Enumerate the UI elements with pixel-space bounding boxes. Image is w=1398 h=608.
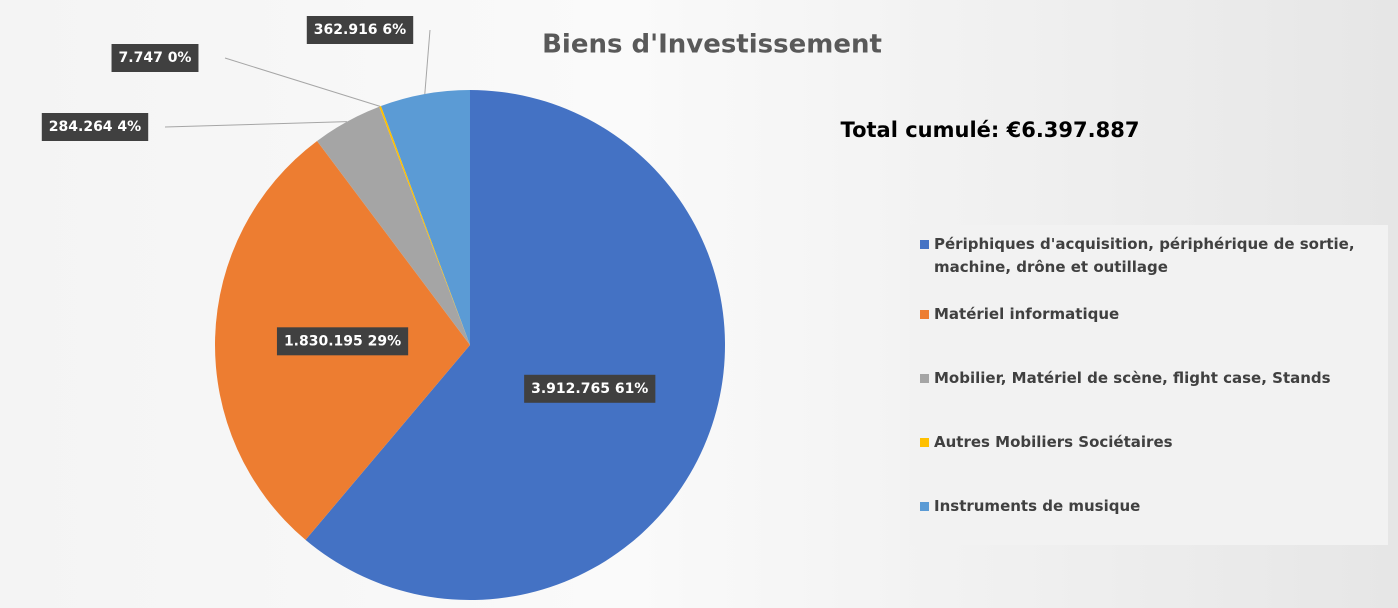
pie-slice — [317, 106, 470, 346]
legend-swatch — [920, 438, 929, 447]
legend-item: Autres Mobiliers Sociétaires — [920, 431, 1384, 495]
total-annotation: Total cumulé: €6.397.887 — [841, 118, 1140, 142]
data-label-text: 362.916 6% — [314, 22, 406, 38]
legend-label: Périphiques d'acquisition, périphérique … — [934, 235, 1355, 276]
legend-swatch — [920, 374, 929, 383]
legend-item: Instruments de musique — [920, 495, 1384, 559]
data-label: 1.830.195 29% — [276, 327, 409, 356]
data-label-text: 3.912.765 61% — [531, 381, 648, 397]
legend-item: Périphiques d'acquisition, périphérique … — [920, 233, 1384, 303]
data-label-box — [524, 374, 656, 403]
leader-line — [164, 121, 347, 128]
legend-item: Matériel informatique — [920, 303, 1384, 367]
legend-label: Instruments de musique — [934, 497, 1141, 515]
data-label-text: 1.830.195 29% — [284, 333, 401, 349]
data-label: 284.264 4% — [41, 113, 149, 141]
data-label: 7.747 0% — [111, 44, 199, 72]
legend: Périphiques d'acquisition, périphérique … — [910, 225, 1388, 545]
legend-item: Mobilier, Matériel de scène, flight case… — [920, 367, 1384, 431]
legend-swatch — [920, 310, 929, 319]
data-label-box — [111, 44, 199, 72]
data-label: 362.916 6% — [306, 16, 414, 44]
leader-line — [224, 57, 381, 107]
pie-slice — [381, 90, 470, 345]
data-label: 3.912.765 61% — [524, 374, 656, 403]
data-label-box — [41, 113, 149, 141]
data-label-box — [276, 327, 409, 356]
data-label-box — [306, 16, 414, 44]
pie-slice — [379, 106, 470, 345]
legend-swatch — [920, 502, 929, 511]
data-label-text: 7.747 0% — [119, 50, 192, 66]
chart-title: Biens d'Investissement — [542, 30, 882, 60]
leader-line — [424, 29, 431, 95]
legend-label: Autres Mobiliers Sociétaires — [934, 433, 1173, 451]
legend-label: Mobilier, Matériel de scène, flight case… — [934, 369, 1331, 387]
legend-swatch — [920, 240, 929, 249]
legend-label: Matériel informatique — [934, 305, 1120, 323]
data-label-text: 284.264 4% — [49, 119, 141, 135]
pie-slice — [305, 90, 725, 600]
